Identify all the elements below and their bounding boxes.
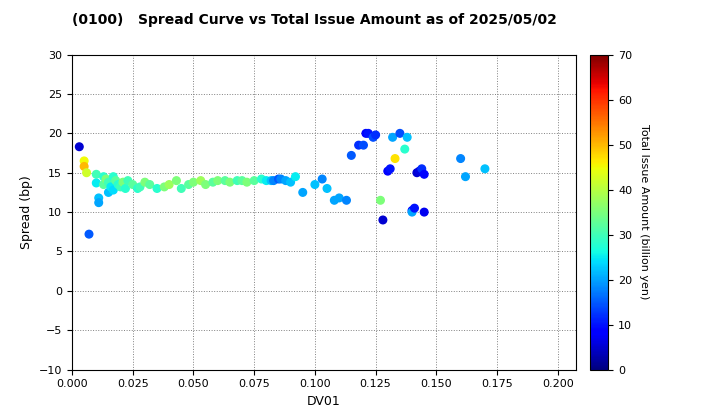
Point [409,205,420,212]
Point [280,177,292,184]
Point [321,185,333,192]
Point [413,168,425,175]
Point [402,134,413,141]
Point [382,168,394,175]
Point [176,185,187,192]
Point [139,179,150,186]
Text: (0100)   Spread Curve vs Total Issue Amount as of 2025/05/02: (0100) Spread Curve vs Total Issue Amoun… [72,13,557,26]
Point [117,179,129,186]
Point [418,171,430,178]
Point [406,207,418,214]
Point [134,184,145,190]
Point [360,130,372,137]
Point [103,189,114,196]
Point [207,179,219,186]
Point [122,177,134,184]
Y-axis label: Total Issue Amount (billion yen): Total Issue Amount (billion yen) [639,124,649,300]
Point [374,197,386,204]
Point [394,130,405,137]
X-axis label: DV01: DV01 [307,395,341,408]
Point [377,217,389,223]
Point [188,179,199,186]
Point [460,173,472,180]
Point [316,176,328,182]
Point [387,134,398,141]
Point [367,134,379,141]
Point [200,181,212,188]
Point [144,181,156,188]
Point [158,184,170,190]
Point [479,165,490,172]
Point [120,185,131,192]
Point [112,181,124,188]
Point [418,209,430,215]
Point [328,197,340,204]
Point [266,177,277,184]
Point [78,163,90,170]
Point [81,169,92,176]
Point [416,165,428,172]
Point [114,184,126,190]
Point [384,165,396,172]
Point [353,142,364,149]
Point [110,177,122,184]
Point [212,177,223,184]
Point [151,185,163,192]
Point [171,177,182,184]
Point [256,176,267,182]
Point [248,177,260,184]
Point [289,173,301,180]
Point [78,158,90,164]
Point [231,177,243,184]
Point [224,179,235,186]
Point [390,155,401,162]
Point [98,181,109,188]
Point [285,179,297,186]
Point [91,171,102,178]
Point [273,176,284,182]
Point [195,177,207,184]
Point [132,185,143,192]
Point [406,209,418,215]
Point [73,143,85,150]
Point [100,176,112,182]
Point [261,177,272,184]
Point [98,173,109,180]
Point [107,186,119,193]
Point [358,142,369,149]
Point [309,181,320,188]
Point [297,189,308,196]
Point [103,179,114,186]
Point [127,181,138,188]
Point [84,231,95,237]
Point [220,177,231,184]
Y-axis label: Spread (bp): Spread (bp) [20,175,33,249]
Point [268,177,279,184]
Point [107,173,119,180]
Point [163,181,175,188]
Point [105,184,117,190]
Point [363,130,374,137]
Point [333,194,345,201]
Point [370,131,382,138]
Point [91,180,102,186]
Point [183,181,194,188]
Point [241,179,253,186]
Point [346,152,357,159]
Point [236,177,248,184]
Point [93,199,104,206]
Point [399,146,410,152]
Point [93,194,104,201]
Point [341,197,352,204]
Point [411,169,423,176]
Point [275,176,287,182]
Point [455,155,467,162]
